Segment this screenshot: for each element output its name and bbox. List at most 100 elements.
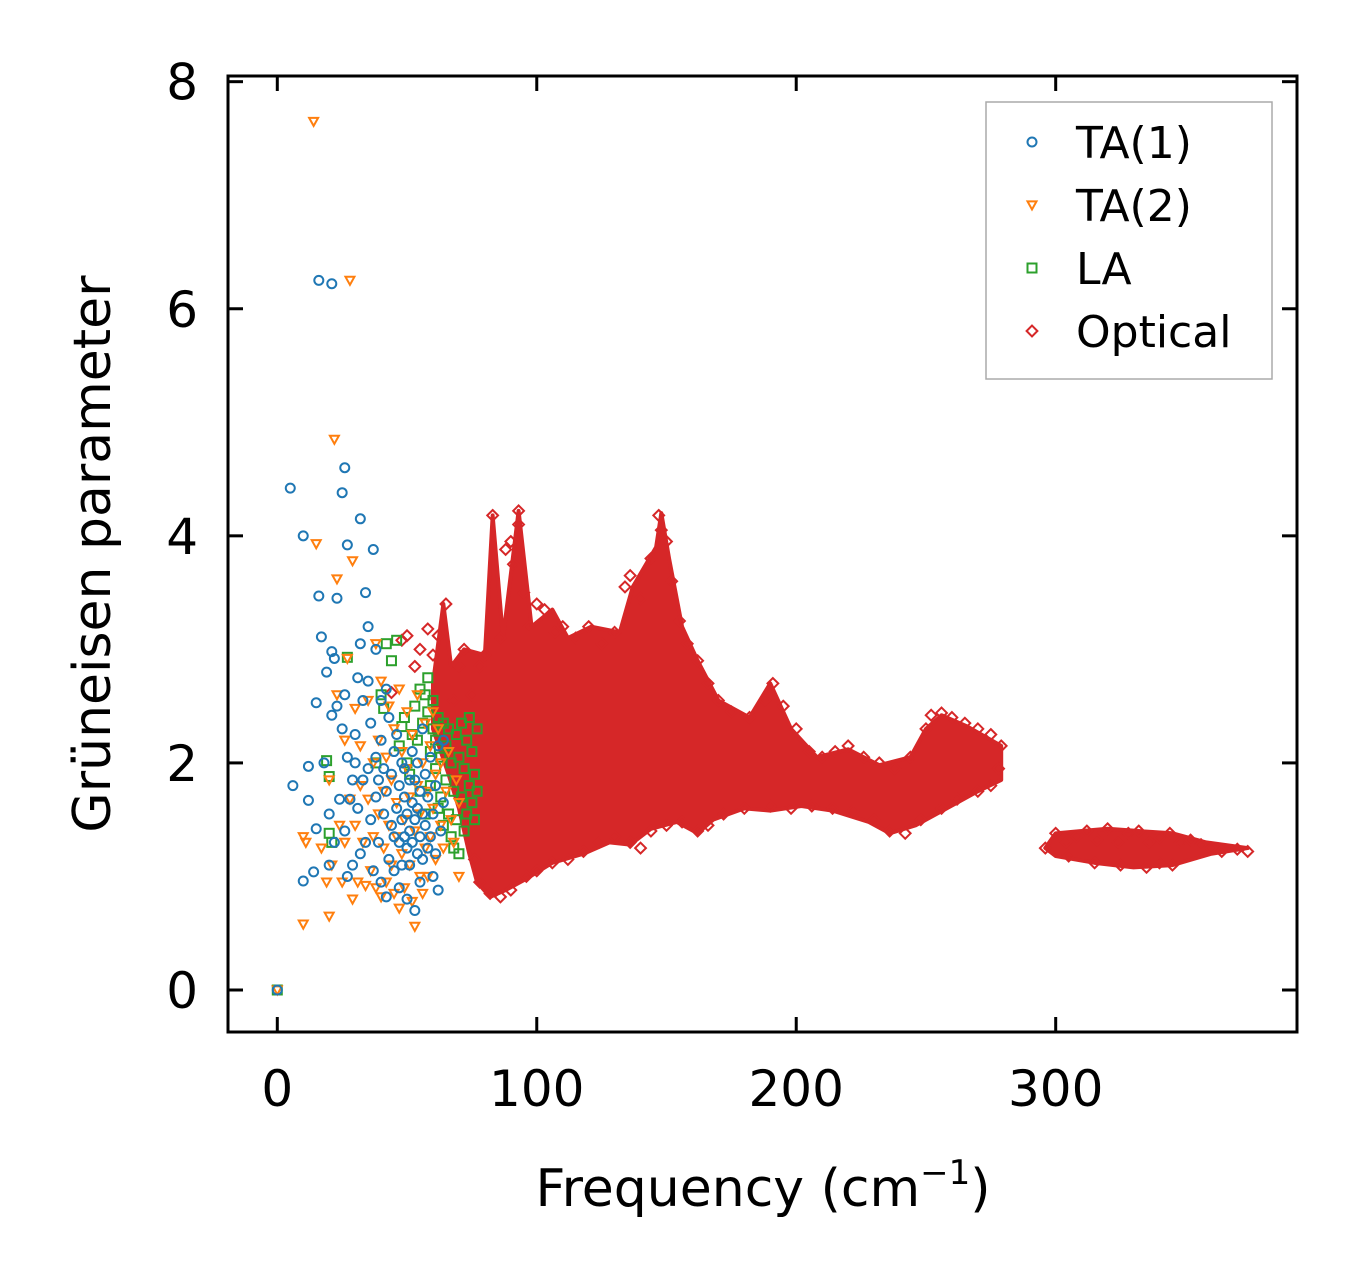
- y-tick-label: 2: [166, 735, 198, 793]
- x-tick-label: 100: [489, 1060, 584, 1118]
- data-point-ta-1: [349, 729, 361, 741]
- series-ta-1: [271, 274, 449, 996]
- series-optical: [384, 504, 1255, 904]
- data-point-optical: [1142, 835, 1156, 850]
- data-point-optical: [465, 687, 479, 702]
- data-point-optical: [555, 619, 570, 634]
- data-point-optical: [675, 815, 689, 829]
- data-point-optical: [737, 801, 752, 816]
- data-point-optical: [654, 523, 669, 537]
- data-point-optical: [633, 591, 648, 606]
- data-point-ta-2: [452, 871, 466, 884]
- data-point-ta-1: [396, 757, 408, 769]
- data-point-ta-1: [372, 836, 384, 848]
- data-point-ta-1: [339, 689, 351, 701]
- data-point-ta-1: [417, 808, 429, 820]
- data-point-ta-2: [374, 676, 388, 688]
- data-point-ta-2: [385, 775, 398, 787]
- data-point-ta-2: [377, 843, 390, 855]
- data-point-ta-2: [437, 843, 450, 855]
- data-point-ta-1: [271, 984, 283, 996]
- data-point-la: [435, 751, 447, 763]
- data-point-ta-1: [347, 774, 359, 786]
- data-point-ta-1: [344, 793, 356, 805]
- data-point-ta-1: [336, 723, 348, 735]
- legend-marker-ta-2: [1025, 200, 1039, 212]
- data-point-ta-2: [380, 752, 393, 764]
- data-point-la: [443, 723, 455, 735]
- data-point-ta-1: [378, 808, 390, 820]
- data-point-ta-1: [419, 768, 431, 780]
- data-point-optical: [815, 750, 829, 765]
- data-point-ta-1: [378, 763, 390, 775]
- data-point-ta-1: [430, 848, 442, 860]
- x-tick-label: 300: [1008, 1060, 1103, 1118]
- data-point-optical: [825, 801, 840, 816]
- data-point-optical: [1061, 849, 1076, 863]
- data-point-la: [453, 848, 465, 860]
- data-point-ta-1: [362, 621, 374, 633]
- data-point-optical: [618, 580, 632, 594]
- legend-marker-ta-1: [1026, 136, 1038, 148]
- data-point-optical: [1038, 841, 1053, 855]
- data-point-optical: [789, 722, 804, 736]
- data-point-ta-1: [326, 646, 338, 658]
- data-point-ta-1: [391, 729, 403, 741]
- data-point-ta-1: [375, 876, 387, 888]
- data-point-la: [463, 711, 475, 723]
- data-point-ta-2: [393, 684, 406, 696]
- data-point-optical: [950, 792, 964, 807]
- data-point-ta-1: [341, 870, 353, 882]
- data-point-ta-2: [406, 729, 419, 742]
- data-point-optical: [1131, 824, 1146, 838]
- data-point-optical: [1080, 824, 1094, 838]
- data-point-ta-1: [411, 757, 423, 769]
- data-point-optical: [581, 619, 596, 634]
- data-point-optical: [984, 727, 998, 742]
- data-point-optical: [607, 625, 622, 640]
- data-point-ta-1: [417, 723, 429, 735]
- data-point-ta-2: [315, 843, 328, 855]
- data-point-ta-1: [388, 865, 400, 877]
- data-point-ta-2: [444, 815, 458, 827]
- data-point-ta-1: [419, 819, 431, 831]
- data-point-optical: [1069, 829, 1084, 844]
- legend: TA(1) TA(2) LA Optical: [985, 101, 1273, 380]
- data-point-ta-2: [322, 775, 336, 787]
- y-tick-label: 8: [166, 54, 198, 112]
- data-point-ta-2: [426, 707, 440, 719]
- data-point-optical: [659, 534, 674, 549]
- data-point-ta-1: [435, 825, 447, 837]
- data-point-optical: [1204, 841, 1219, 855]
- data-point-ta-1: [352, 802, 364, 814]
- data-point-ta-2: [369, 883, 383, 895]
- data-point-optical: [594, 636, 609, 651]
- data-point-la: [456, 717, 468, 729]
- data-point-ta-1: [432, 884, 444, 896]
- data-point-optical: [1059, 835, 1073, 850]
- data-point-optical: [478, 648, 492, 662]
- data-point-ta-1: [427, 870, 439, 882]
- data-point-ta-2: [322, 911, 336, 923]
- data-point-ta-1: [409, 905, 421, 917]
- data-point-ta-2: [330, 690, 344, 702]
- data-point-ta-2: [398, 883, 411, 895]
- data-point-optical: [1152, 831, 1167, 845]
- data-point-optical: [633, 841, 648, 855]
- data-point-ta-2: [408, 921, 422, 933]
- data-point-optical: [711, 693, 726, 708]
- data-point-ta-1: [297, 530, 309, 542]
- data-point-ta-1: [396, 859, 408, 871]
- data-point-optical: [511, 504, 526, 518]
- data-point-ta-1: [401, 893, 413, 905]
- data-point-optical: [1214, 844, 1229, 859]
- data-point-ta-2: [400, 707, 414, 719]
- data-point-optical: [548, 625, 562, 640]
- data-point-ta-1: [302, 794, 314, 806]
- data-point-optical: [592, 835, 606, 850]
- data-point-optical: [898, 826, 913, 841]
- data-point-ta-2: [361, 695, 375, 708]
- data-point-optical: [690, 653, 705, 668]
- data-point-la: [450, 729, 462, 741]
- data-point-optical: [644, 824, 658, 838]
